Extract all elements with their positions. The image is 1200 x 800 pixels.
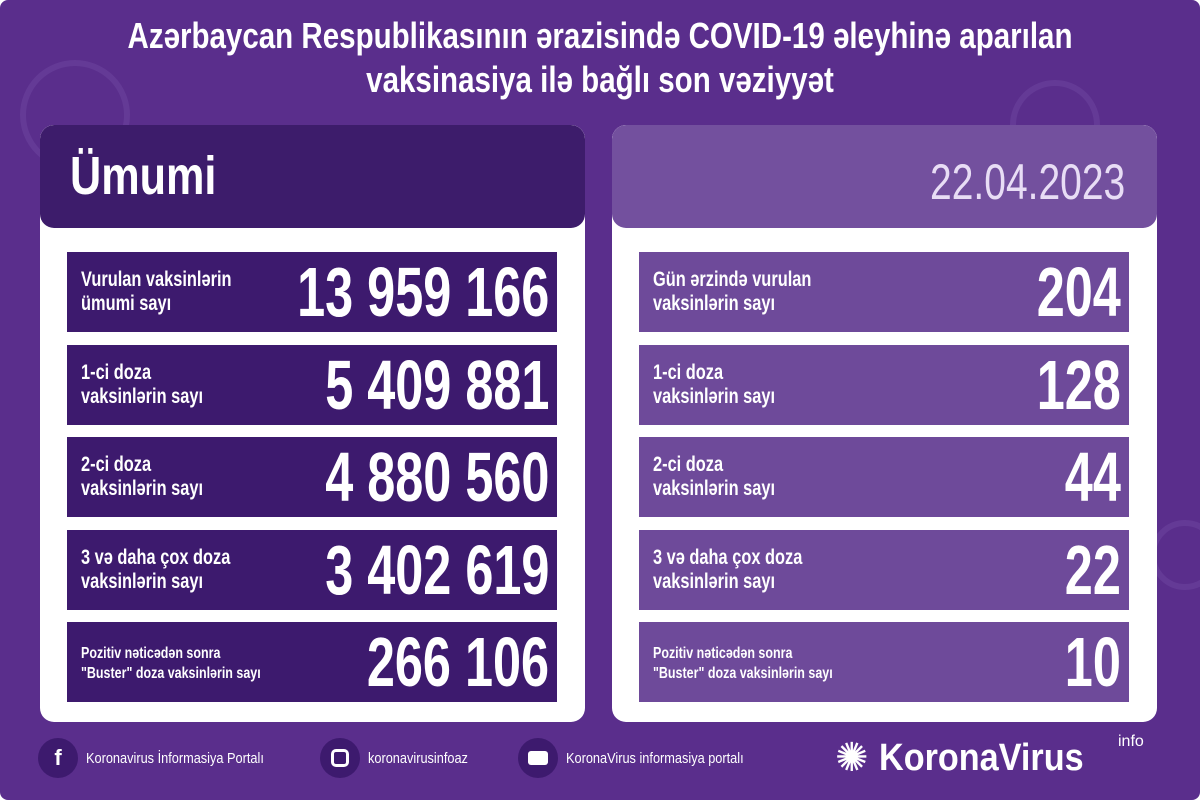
stat-label: 3 və daha çox doza vaksinlərin sayı — [81, 546, 230, 594]
stat-label-line-2: vaksinlərin sayı — [81, 570, 204, 593]
total-panel: Ümumi Vurulan vaksinlərin ümumi sayı 13 95… — [40, 125, 585, 722]
instagram-link[interactable]: koronavirusinfoaz — [320, 738, 486, 778]
facebook-icon: f — [38, 738, 78, 778]
stat-label-line-2: vaksinlərin sayı — [653, 477, 776, 500]
stat-value: 44 — [1064, 438, 1121, 516]
stat-label-line-1: 2-ci doza — [653, 453, 724, 476]
stat-label: 1-ci doza vaksinlərin sayı — [653, 361, 775, 409]
title-line-1: Azərbaycan Respublikasının ərazisində CO… — [127, 15, 1073, 56]
stat-label-line-1: 3 və daha çox doza — [81, 546, 231, 569]
stat-row: Pozitiv nəticədən sonra "Buster" doza vak… — [639, 622, 1129, 702]
stat-label-line-1: 3 və daha çox doza — [653, 546, 803, 569]
stat-label-line-1: 1-ci doza — [653, 361, 724, 384]
virus-decoration-icon — [1150, 520, 1200, 590]
stat-label-line-2: "Buster" doza vaksinlərin sayı — [653, 665, 833, 682]
stat-value: 22 — [1064, 531, 1121, 609]
stat-row: Pozitiv nəticədən sonra "Buster" doza vak… — [67, 622, 557, 702]
stat-label-line-1: 2-ci doza — [81, 453, 152, 476]
stat-label-line-2: vaksinlərin sayı — [653, 292, 776, 315]
stat-row: 1-ci doza vaksinlərin sayı 128 — [639, 345, 1129, 425]
daily-header: 22.04.2023 — [612, 125, 1157, 228]
stat-label: Pozitiv nəticədən sonra "Buster" doza vak… — [81, 644, 261, 684]
facebook-link[interactable]: f Koronavirus İnformasiya Portalı — [38, 738, 295, 778]
stat-value: 10 — [1064, 623, 1121, 701]
stat-value: 3 402 619 — [324, 531, 549, 609]
daily-panel: 22.04.2023 Gün ərzində vurulan vaksinləri… — [612, 125, 1157, 722]
stat-label-line-2: vaksinlərin sayı — [81, 477, 204, 500]
stat-label: 2-ci doza vaksinlərin sayı — [653, 453, 775, 501]
stat-label: 1-ci doza vaksinlərin sayı — [81, 361, 203, 409]
stat-row: Gün ərzində vurulan vaksinlərin sayı 204 — [639, 252, 1129, 332]
brand-name: KoronaVirus — [878, 736, 1084, 779]
page-title: Azərbaycan Respublikasının ərazisində CO… — [108, 14, 1092, 102]
stat-label-line-1: Gün ərzində vurulan — [653, 268, 812, 291]
stat-label: 2-ci doza vaksinlərin sayı — [81, 453, 203, 501]
stat-value: 5 409 881 — [324, 346, 549, 424]
stat-label: Vurulan vaksinlərin ümumi sayı — [81, 268, 232, 316]
title-line-2: vaksinasiya ilə bağlı son vəziyyət — [366, 59, 834, 100]
stat-row: 3 və daha çox doza vaksinlərin sayı 22 — [639, 530, 1129, 610]
brand-logo: ✺ KoronaVirus info — [835, 733, 1144, 781]
stat-label-line-2: vaksinlərin sayı — [653, 570, 776, 593]
stat-value: 4 880 560 — [324, 438, 549, 516]
date-label: 22.04.2023 — [929, 154, 1125, 210]
stat-value: 266 106 — [366, 623, 549, 701]
youtube-icon — [518, 738, 558, 778]
footer: f Koronavirus İnformasiya Portalı korona… — [0, 733, 1200, 790]
stat-label-line-1: Vurulan vaksinlərin — [81, 268, 232, 291]
stat-row: 2-ci doza vaksinlərin sayı 4 880 560 — [67, 437, 557, 517]
stat-label-line-1: Pozitiv nəticədən sonra — [653, 645, 793, 662]
stat-label-line-2: vaksinlərin sayı — [653, 385, 776, 408]
total-header: Ümumi — [40, 125, 585, 228]
stat-label: Pozitiv nəticədən sonra "Buster" doza vak… — [653, 644, 833, 684]
stat-label: Gün ərzində vurulan vaksinlərin sayı — [653, 268, 811, 316]
brand-sup: info — [1118, 733, 1144, 750]
stat-label: 3 və daha çox doza vaksinlərin sayı — [653, 546, 802, 594]
stat-row: 3 və daha çox doza vaksinlərin sayı 3 402 … — [67, 530, 557, 610]
instagram-icon — [320, 738, 360, 778]
total-heading: Ümumi — [70, 146, 217, 206]
facebook-text: Koronavirus İnformasiya Portalı — [86, 749, 264, 767]
stat-label-line-1: Pozitiv nəticədən sonra — [81, 645, 221, 662]
youtube-text: KoronaVirus informasiya portalı — [566, 749, 744, 767]
instagram-text: koronavirusinfoaz — [368, 749, 468, 767]
stat-value: 204 — [1036, 253, 1121, 331]
stat-row: 1-ci doza vaksinlərin sayı 5 409 881 — [67, 345, 557, 425]
stat-label-line-2: vaksinlərin sayı — [81, 385, 204, 408]
stat-label-line-2: "Buster" doza vaksinlərin sayı — [81, 665, 261, 682]
stat-row: Vurulan vaksinlərin ümumi sayı 13 959 166 — [67, 252, 557, 332]
stat-value: 13 959 166 — [296, 253, 549, 331]
youtube-link[interactable]: KoronaVirus informasiya portalı — [518, 738, 775, 778]
stat-row: 2-ci doza vaksinlərin sayı 44 — [639, 437, 1129, 517]
stat-label-line-1: 1-ci doza — [81, 361, 152, 384]
sun-virus-icon: ✺ — [835, 736, 869, 780]
stat-value: 128 — [1036, 346, 1121, 424]
stat-label-line-2: ümumi sayı — [81, 292, 172, 315]
